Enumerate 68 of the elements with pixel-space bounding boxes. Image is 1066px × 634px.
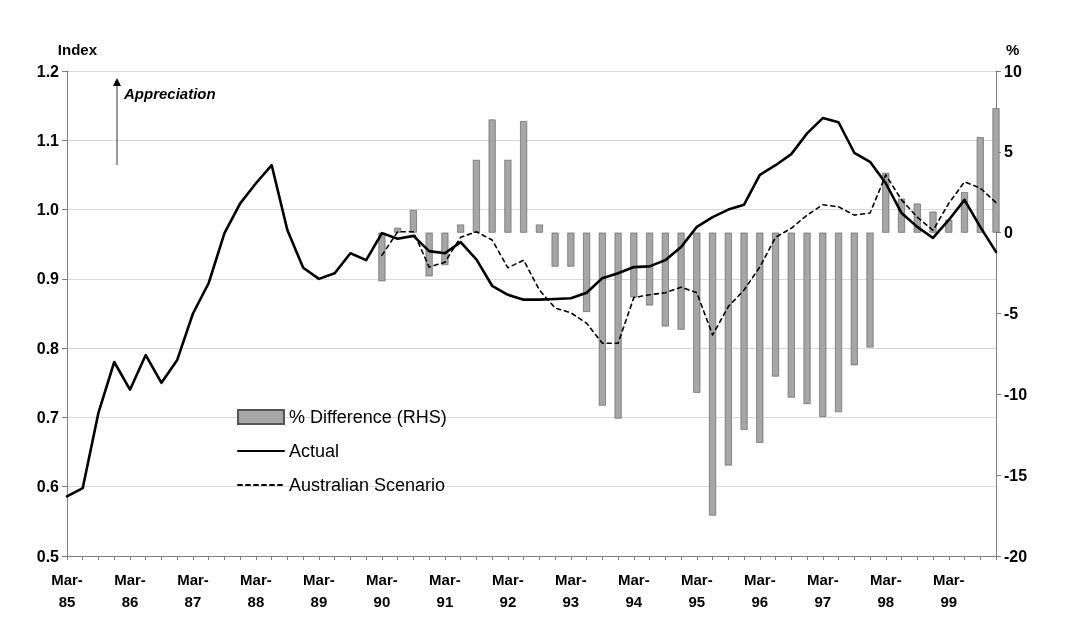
bar <box>803 232 811 405</box>
y-tick-label: 0.7 <box>36 408 60 426</box>
bar <box>976 137 984 233</box>
x-tick-label: Mar-90 <box>366 570 398 610</box>
bar <box>787 232 795 398</box>
bar <box>850 232 858 366</box>
y2-tick-label: 0 <box>1004 224 1013 242</box>
x-tick-label: Mar-89 <box>303 570 335 610</box>
y2-tick-label: 10 <box>1004 62 1022 80</box>
bar <box>866 232 874 348</box>
annotation: Appreciation <box>123 85 216 102</box>
x-tick-label: Mar-91 <box>429 570 461 610</box>
x-tick-label: Mar-93 <box>555 570 587 610</box>
y-tick-label: 0.8 <box>36 339 60 357</box>
bar <box>724 232 732 466</box>
bar <box>520 121 528 233</box>
bar <box>504 159 512 233</box>
x-tick-label: Mar-98 <box>869 570 902 610</box>
y-tick-label: 1.1 <box>36 131 60 149</box>
y2-tick-label: -5 <box>1004 305 1019 322</box>
bar <box>772 232 780 377</box>
y-tick-label: 0.5 <box>36 547 60 565</box>
y2-tick-label: -20 <box>1004 547 1028 565</box>
legend-label: % Difference (RHS) <box>289 407 447 427</box>
y-tick-label: 1.0 <box>36 201 60 219</box>
y2-tick-label: -15 <box>1004 466 1028 484</box>
bar <box>693 232 701 393</box>
bar <box>394 227 402 233</box>
bar <box>409 210 417 233</box>
bar <box>598 232 606 406</box>
x-tick-label: Mar-86 <box>114 570 146 610</box>
bar <box>992 108 1000 233</box>
bar <box>583 232 591 312</box>
x-tick-label: Mar-88 <box>240 570 272 610</box>
y-tick-label: 0.9 <box>36 270 60 288</box>
x-tick-label: Mar-94 <box>618 570 650 610</box>
legend-label: Australian Scenario <box>289 475 446 495</box>
line-series <box>65 116 998 498</box>
x-tick-label: Mar-87 <box>177 570 209 610</box>
x-tick-label: Mar-96 <box>743 570 776 610</box>
x-tick-label: Mar-95 <box>680 570 713 610</box>
bar <box>646 232 654 306</box>
x-tick-label: Mar-85 <box>51 570 83 610</box>
x-tick-label: Mar-97 <box>806 570 839 610</box>
bar <box>835 232 843 413</box>
y2-tick-label: -10 <box>1004 385 1028 403</box>
bar <box>756 232 764 443</box>
bar <box>614 232 622 419</box>
bar <box>661 232 669 327</box>
bar <box>535 224 543 233</box>
bar <box>740 232 748 430</box>
y2-tick-label: 5 <box>1004 143 1013 161</box>
bar <box>472 159 480 233</box>
bar <box>457 224 465 233</box>
y2-axis-title: % <box>1006 41 1020 58</box>
x-tick-label: Mar-92 <box>492 570 524 610</box>
bar <box>488 119 496 233</box>
bar <box>567 232 575 267</box>
bar <box>819 232 827 417</box>
bar <box>709 232 717 516</box>
legend-label: Actual <box>289 441 340 461</box>
bar <box>630 232 638 298</box>
bar <box>551 232 559 267</box>
y-tick-label: 1.2 <box>36 62 60 80</box>
x-tick-label: Mar-99 <box>932 570 965 610</box>
y-tick-label: 0.6 <box>36 478 60 496</box>
bar <box>677 232 685 330</box>
y-axis-title: Index <box>57 41 98 58</box>
